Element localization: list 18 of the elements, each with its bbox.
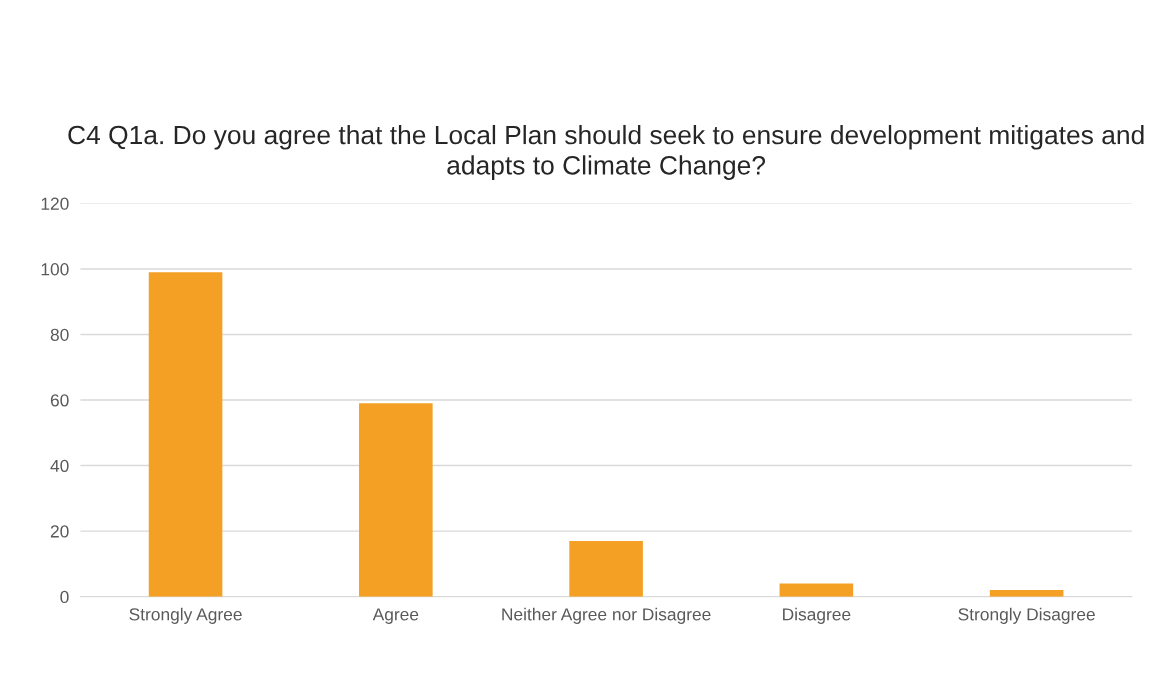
y-tick-label: 100: [41, 263, 69, 276]
y-tick-label: 60: [50, 394, 69, 407]
bar: [359, 403, 433, 597]
x-tick-label: Strongly Disagree: [958, 607, 1095, 624]
x-tick-label: Strongly Agree: [129, 607, 242, 624]
y-tick-label: 40: [50, 459, 69, 473]
chart-title: C4 Q1a. Do you agree that the Local Plan should seek to ensure development mitigates and adapts to Climate Change?: [68, 124, 1144, 180]
x-tick-label: Disagree: [783, 607, 851, 624]
x-tick-label: Neither Agree nor Disagree: [502, 607, 711, 624]
x-tick-label: Agree: [372, 608, 419, 624]
bar: [148, 272, 223, 597]
y-tick-label: 80: [50, 328, 69, 341]
bar: [989, 590, 1064, 597]
bar: [779, 583, 854, 597]
y-tick-label: 0: [60, 590, 69, 604]
bar: [569, 540, 643, 597]
y-tick-label: 20: [50, 525, 69, 538]
y-tick-label: 120: [41, 197, 69, 210]
